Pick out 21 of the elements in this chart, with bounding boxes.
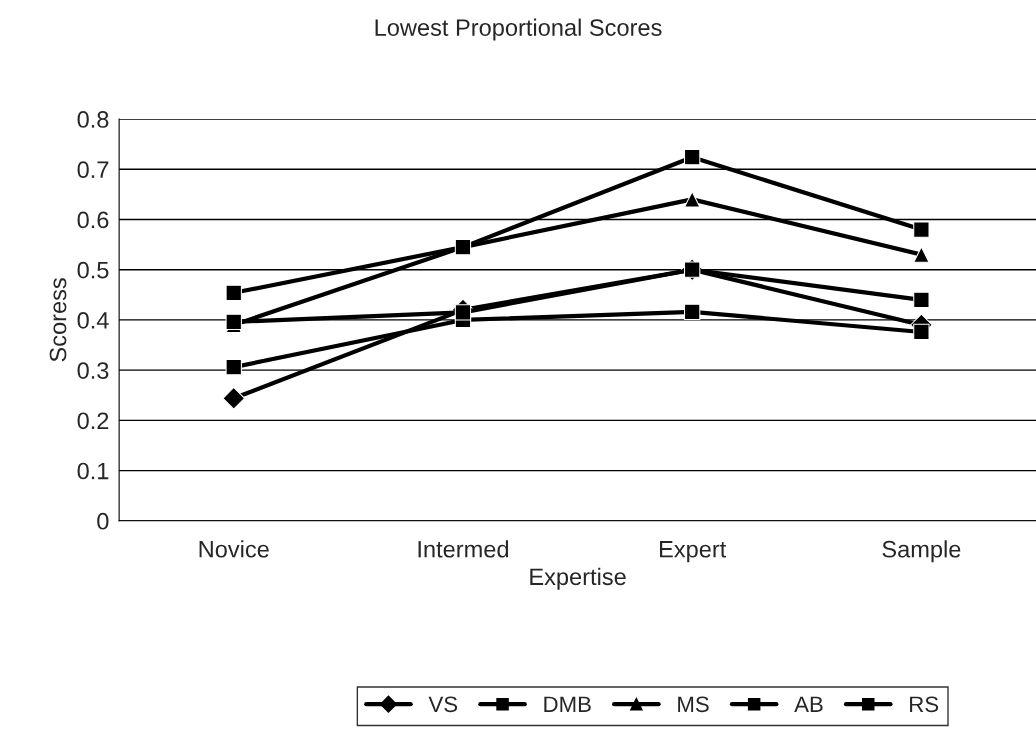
y-tick-label: 0.8 xyxy=(77,111,109,128)
y-tick-label: 0.7 xyxy=(77,161,109,179)
x-tick-label: Intermed xyxy=(418,540,509,558)
legend-label: DMB xyxy=(544,696,591,712)
y-tick-label: 0.3 xyxy=(77,362,109,379)
y-tick-label: 0.1 xyxy=(77,462,109,480)
y-tick-label: 0.2 xyxy=(77,412,109,430)
chart-title: Lowest Proportional Scores xyxy=(375,18,662,41)
y-tick-label: 0 xyxy=(97,512,109,530)
legend-label: VS xyxy=(428,696,458,713)
legend-label: MS xyxy=(678,696,709,713)
x-tick-label: Sample xyxy=(882,540,961,563)
y-tick-label: 0.5 xyxy=(77,261,109,279)
legend-label: RS xyxy=(910,696,939,713)
y-tick-label: 0.6 xyxy=(77,211,109,229)
x-axis-title: Expertise xyxy=(530,567,626,590)
y-tick-label: 0.4 xyxy=(77,311,109,329)
x-tick-label: Novice xyxy=(199,540,269,558)
legend-label: AB xyxy=(794,696,823,712)
x-tick-label: Expert xyxy=(660,541,727,563)
y-axis-title: Scoress xyxy=(49,278,67,362)
